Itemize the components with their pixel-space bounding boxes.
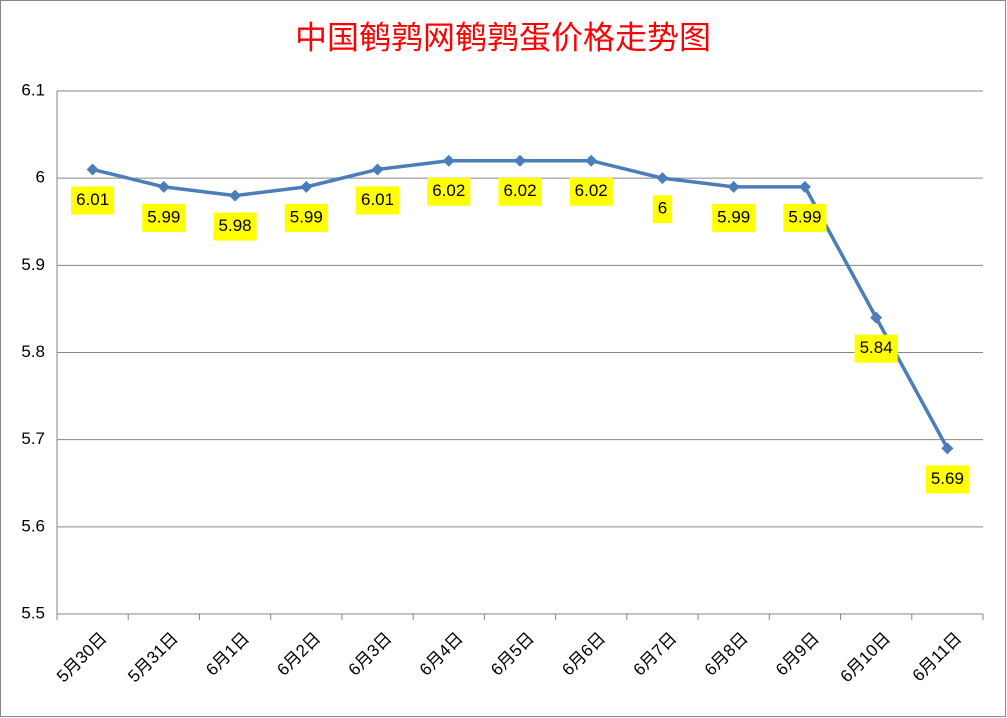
data-point: [798, 180, 811, 193]
data-point: [371, 163, 384, 176]
data-label-text: 6: [658, 199, 667, 218]
data-point: [86, 163, 99, 176]
data-label: 5.84: [854, 334, 898, 363]
data-label-text: 5.99: [147, 207, 180, 226]
data-label-text: 6.01: [76, 190, 109, 209]
data-point: [870, 311, 883, 324]
y-tick-label: 5.9: [21, 255, 45, 274]
data-point: [229, 189, 242, 202]
data-label-text: 5.69: [931, 469, 964, 488]
data-point: [442, 154, 455, 167]
data-point: [941, 442, 954, 455]
data-label: 6.02: [427, 177, 471, 206]
y-tick-label: 6.1: [21, 80, 45, 99]
data-label-text: 6.01: [361, 190, 394, 209]
data-label: 6.02: [569, 177, 613, 206]
data-label: 5.99: [284, 203, 328, 232]
data-label-text: 6.02: [503, 181, 536, 200]
data-point: [727, 180, 740, 193]
data-label-bg: [652, 195, 673, 224]
data-point: [585, 154, 598, 167]
data-point: [514, 154, 526, 167]
data-label-bg: [213, 212, 257, 241]
data-label-bg: [142, 203, 186, 232]
data-label-bg: [712, 203, 756, 232]
data-label: 5.99: [783, 203, 827, 232]
data-label-text: 5.99: [290, 207, 323, 226]
data-label: 6: [652, 195, 673, 224]
chart-title: 中国鹌鹑网鹌鹑蛋价格走势图: [295, 19, 711, 57]
data-point: [656, 172, 669, 185]
data-label-text: 5.84: [860, 338, 893, 357]
data-label: 6.01: [71, 186, 115, 215]
data-label-bg: [284, 203, 328, 232]
data-label: 5.99: [712, 203, 756, 232]
data-label: 6.02: [498, 177, 542, 206]
data-point: [157, 180, 170, 193]
data-label: 6.01: [355, 186, 400, 215]
data-label-bg: [427, 177, 471, 206]
data-label-text: 5.99: [717, 207, 750, 226]
data-label-bg: [355, 186, 400, 215]
data-label-text: 6.02: [432, 181, 465, 200]
data-point: [300, 180, 313, 193]
data-label-text: 6.02: [575, 181, 608, 200]
data-label: 5.69: [925, 465, 969, 494]
data-label-bg: [783, 203, 827, 232]
y-tick-label: 5.6: [21, 516, 45, 535]
data-label-bg: [854, 334, 898, 363]
y-tick-label: 5.7: [21, 429, 45, 448]
data-label: 5.98: [213, 212, 257, 241]
data-label-bg: [71, 186, 115, 215]
y-tick-label: 6: [36, 168, 45, 187]
data-label-text: 5.98: [219, 216, 252, 235]
data-label-bg: [925, 465, 969, 494]
data-label-text: 5.99: [788, 207, 821, 226]
data-label-bg: [569, 177, 613, 206]
y-tick-label: 5.8: [21, 342, 45, 361]
y-tick-label: 5.5: [21, 603, 45, 622]
data-label-bg: [498, 177, 542, 206]
data-label: 5.99: [142, 203, 186, 232]
